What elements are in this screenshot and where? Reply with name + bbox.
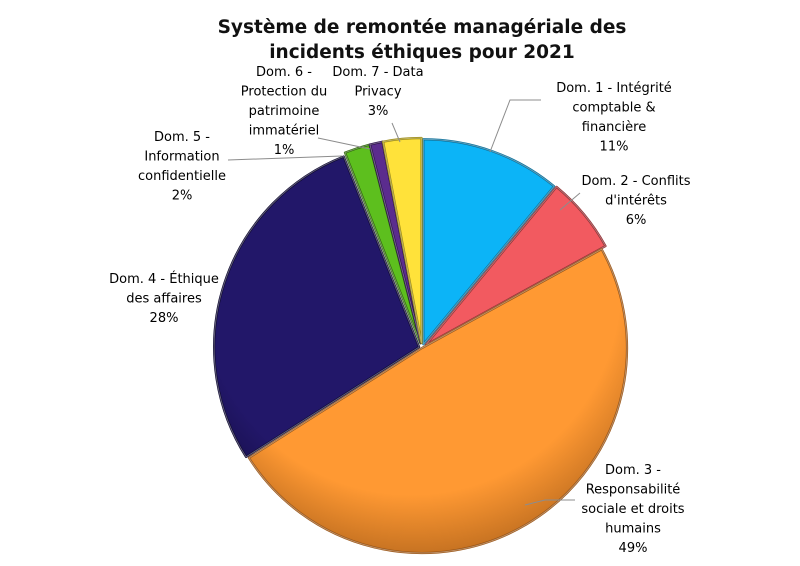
pie-slice-highlight-3 [248, 248, 628, 554]
chart-title-line-2: incidents éthiques pour 2021 [269, 42, 575, 63]
slice-label-3: Dom. 3 - Responsabilité sociale et droits h… [581, 463, 684, 556]
slice-label-4: Dom. 4 - Éthique des affaires 28% [109, 271, 219, 326]
leader-line-3 [524, 499, 575, 506]
pie-slice-1 [422, 138, 556, 346]
chart-title-line-1: Système de remontée managériale des [218, 17, 627, 38]
pie-slice-4 [213, 155, 421, 459]
slice-category-label: patrimoine [249, 104, 320, 119]
slice-category-label: Dom. 7 - Data [332, 65, 423, 80]
slice-category-label: humains [605, 522, 661, 537]
pie-slice-highlight-4 [213, 155, 420, 458]
slice-label-2: Dom. 2 - Conflits d'intérêts 6% [581, 174, 690, 228]
pie-slice-7 [382, 136, 423, 345]
slice-category-label: Protection du [241, 85, 327, 100]
slice-category-label: Dom. 6 - [256, 65, 312, 80]
slice-value-label: 2% [172, 189, 193, 204]
pie-slices [213, 136, 629, 555]
slice-category-label: Dom. 4 - Éthique [109, 271, 219, 287]
slice-value-label: 49% [619, 541, 648, 556]
slice-category-label: Dom. 5 - [154, 130, 210, 145]
leader-line-7 [391, 122, 401, 143]
leader-line-1 [489, 99, 541, 153]
slice-value-label: 1% [274, 143, 295, 158]
leader-line-5 [227, 155, 343, 161]
leader-lines [227, 99, 581, 506]
slice-label-5: Dom. 5 - Information confidentielle 2% [138, 130, 226, 204]
pie-slice-highlight-2 [425, 186, 607, 346]
slice-category-label: comptable & [572, 101, 655, 116]
slice-category-label: sociale et droits [581, 502, 684, 517]
chart-title: Système de remontée managériale des incid… [218, 17, 627, 63]
slice-category-label: des affaires [126, 292, 202, 307]
slice-category-label: Dom. 2 - Conflits [581, 174, 690, 189]
leader-line-6 [317, 137, 371, 150]
slice-label-1: Dom. 1 - Intégrité comptable & financière 1… [556, 81, 672, 155]
slice-label-7: Dom. 7 - Data Privacy 3% [332, 65, 423, 119]
slice-category-label: Privacy [354, 85, 401, 100]
slice-label-6: Dom. 6 - Protection du patrimoine immatérie… [241, 65, 327, 158]
slice-value-label: 28% [150, 311, 179, 326]
slice-category-label: Information [144, 150, 219, 165]
slice-category-label: Dom. 3 - [605, 463, 661, 478]
pie-slice-highlight-7 [382, 137, 423, 344]
leader-line-2 [559, 192, 581, 211]
slice-category-label: financière [582, 120, 646, 135]
slice-labels: Dom. 1 - Intégrité comptable & financière 1… [109, 65, 691, 556]
pie-slice-2 [424, 185, 607, 346]
slice-category-label: d'intérêts [605, 194, 667, 209]
pie-slice-highlight-1 [422, 138, 555, 346]
slice-category-label: confidentielle [138, 169, 226, 184]
slice-value-label: 6% [626, 213, 647, 228]
slice-category-label: immatériel [249, 124, 320, 139]
pie-slice-3 [247, 248, 629, 555]
slice-category-label: Dom. 1 - Intégrité [556, 81, 672, 96]
slice-value-label: 11% [600, 140, 629, 155]
slice-category-label: Responsabilité [586, 483, 681, 498]
slice-value-label: 3% [368, 104, 389, 119]
